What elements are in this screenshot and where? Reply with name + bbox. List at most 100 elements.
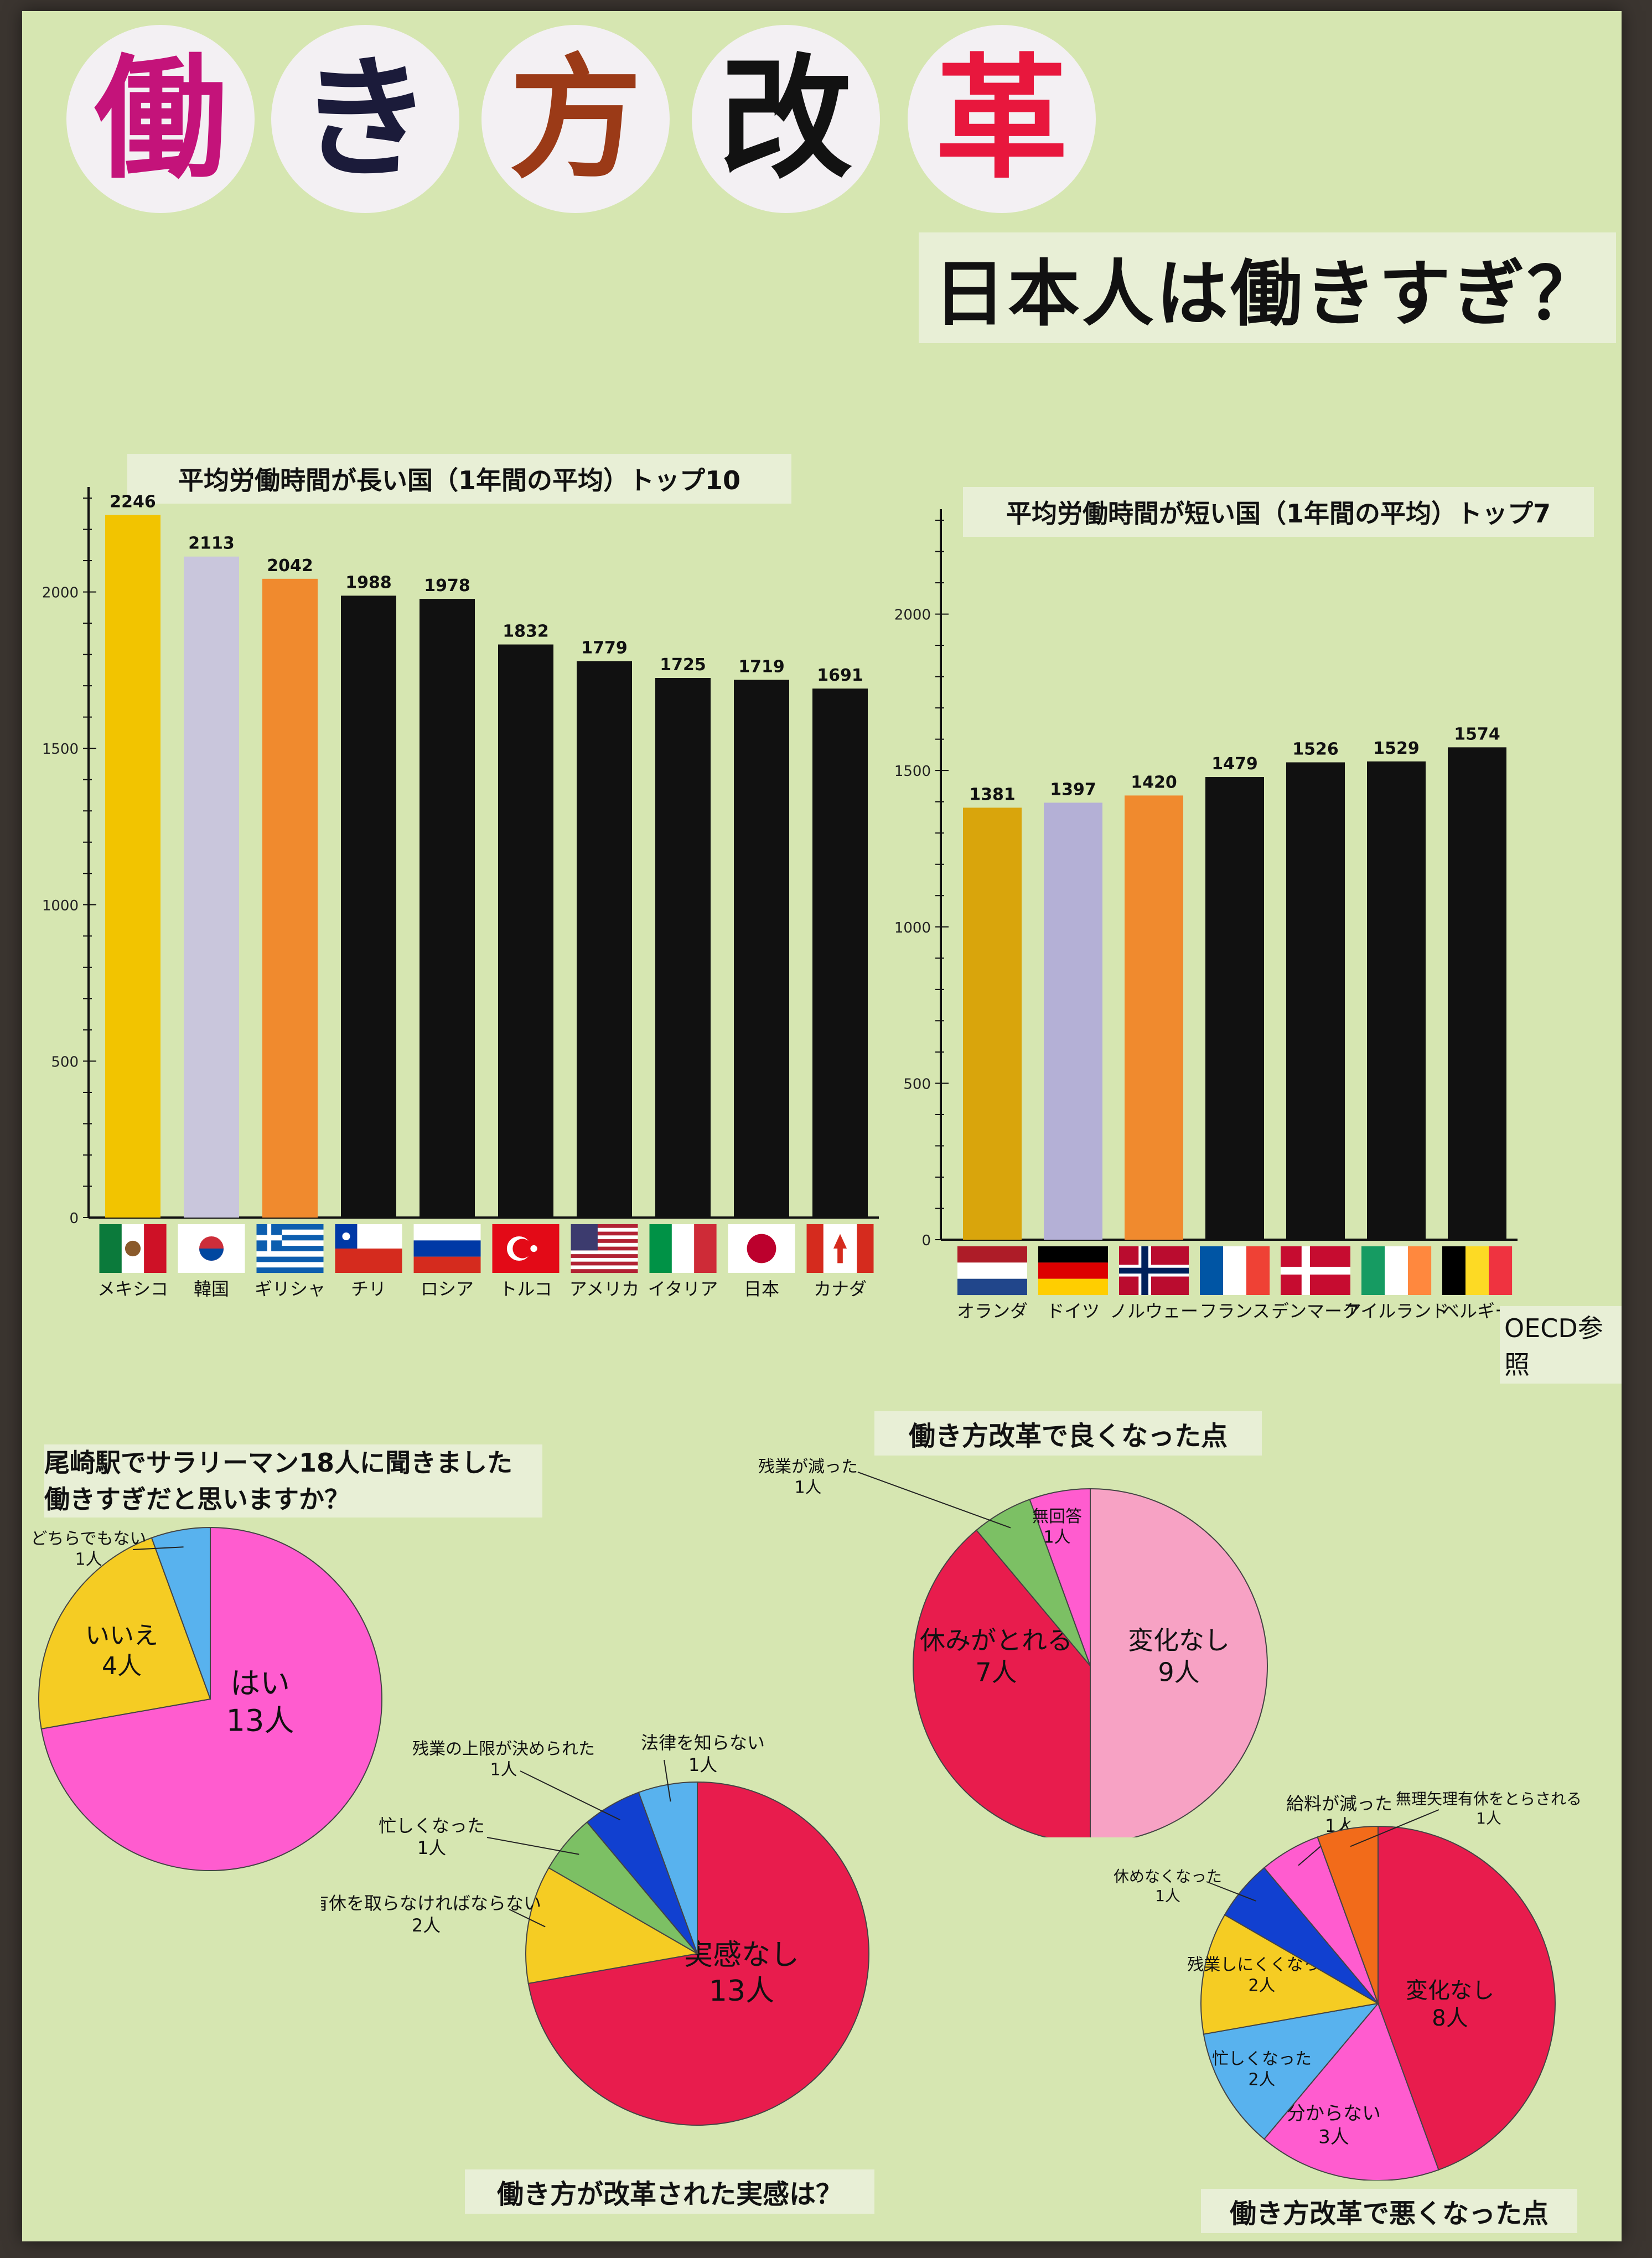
pie-slice — [40, 1526, 382, 1871]
pie2-title: 働き方が改革された実感は？ — [465, 2169, 874, 2214]
category-label: ノルウェー — [1110, 1301, 1198, 1322]
bar — [577, 661, 632, 1218]
bar — [184, 556, 239, 1218]
slice-label: 実感なし — [684, 1939, 799, 1972]
slice-label: どちらでもない — [30, 1529, 146, 1549]
slice-value-label: 9人 — [1158, 1658, 1199, 1687]
slice-value-label: 8人 — [1432, 2006, 1468, 2031]
korea-flag-icon — [178, 1224, 245, 1273]
bar — [498, 644, 553, 1218]
slice-label: 給料が減った — [1286, 1793, 1392, 1814]
title-char-1: 働 — [66, 25, 255, 213]
y-tick-label: 2000 — [42, 585, 79, 602]
slice-value-label: 1人 — [417, 1837, 446, 1858]
bar — [1125, 795, 1183, 1240]
denmark-flag-icon — [1281, 1246, 1350, 1295]
slice-label: 残業の上限が決められた — [412, 1739, 595, 1759]
bar-value-label: 1725 — [660, 655, 706, 675]
bar-value-label: 1988 — [345, 573, 392, 592]
slice-label: いいえ — [85, 1622, 158, 1650]
category-label: チリ — [351, 1278, 386, 1299]
bar-value-label: 1479 — [1211, 754, 1258, 774]
category-label: フランス — [1199, 1301, 1270, 1322]
category-label: イタリア — [648, 1278, 718, 1299]
bar-value-label: 1420 — [1131, 773, 1177, 792]
leader-line — [857, 1472, 1011, 1529]
category-label: ドイツ — [1047, 1301, 1100, 1322]
bar — [105, 515, 160, 1218]
slice-value-label: 2人 — [1248, 1976, 1275, 1996]
bar — [1367, 761, 1426, 1240]
pie-slice — [1203, 2002, 1380, 2140]
pie-slice — [525, 1867, 699, 1984]
title-char-2: き — [271, 25, 459, 213]
bar-value-label: 2113 — [188, 534, 235, 553]
slice-value-label: 1人 — [1155, 1887, 1180, 1905]
category-label: デンマーク — [1271, 1301, 1360, 1322]
bar-value-label: 2246 — [110, 493, 156, 512]
title-char-4: 改 — [692, 25, 880, 213]
pie-slice — [1317, 1825, 1379, 2004]
slice-value-label: 2人 — [412, 1915, 441, 1936]
pie-slice — [527, 1781, 869, 2126]
germany-flag-icon — [1038, 1246, 1108, 1296]
slice-value-label: 1人 — [1476, 1809, 1501, 1827]
netherlands-flag-icon — [957, 1246, 1027, 1296]
slice-label: 忙しくなった — [1212, 2049, 1312, 2069]
bar — [420, 599, 475, 1218]
bar-value-label: 1832 — [503, 622, 549, 641]
canada-flag-icon — [806, 1224, 874, 1273]
pie1-title: 尾崎駅でサラリーマン18人に聞きました 働きすぎだと思いますか？ — [44, 1444, 542, 1518]
pie-slice — [1377, 1825, 1556, 2171]
slice-label: 変化なし — [1128, 1625, 1230, 1655]
y-tick-label: 0 — [921, 1232, 931, 1249]
pie3-title: 働き方改革で良くなった点 — [874, 1411, 1262, 1456]
slice-value-label: 3人 — [1318, 2126, 1349, 2148]
bar-value-label: 1526 — [1292, 739, 1339, 759]
usa-flag-icon — [571, 1224, 638, 1273]
category-label: アイルランド — [1344, 1301, 1449, 1322]
slice-value-label: 1人 — [1043, 1528, 1070, 1547]
chart2-title: 平均労働時間が短い国（1年間の平均）トップ7 — [963, 487, 1594, 537]
bar-value-label: 1691 — [817, 666, 863, 685]
chart1-title: 平均労働時間が長い国（1年間の平均）トップ10 — [127, 454, 791, 504]
pie2-reform-feeling: 実感なし13人有休を取らなければならない2人忙しくなった1人残業の上限が決められ… — [321, 1732, 869, 2126]
bar — [262, 578, 318, 1218]
category-label: 日本 — [744, 1278, 779, 1299]
category-label: ギリシャ — [255, 1278, 325, 1299]
slice-label: 休めなくなった — [1114, 1867, 1222, 1886]
bar — [1448, 747, 1506, 1240]
slice-label: はい — [230, 1666, 290, 1701]
y-tick-label: 1000 — [894, 920, 931, 936]
leader-line — [1350, 1809, 1439, 1847]
slice-label: 変化なし — [1406, 1978, 1494, 2003]
slice-value-label: 1人 — [75, 1550, 102, 1570]
y-tick-label: 1000 — [42, 898, 79, 914]
category-label: オランダ — [957, 1301, 1028, 1322]
y-tick-label: 1500 — [894, 763, 931, 780]
y-tick-label: 500 — [903, 1076, 931, 1092]
title-char-5: 革 — [908, 25, 1096, 213]
slice-label: 無理矢理有休をとらされる — [1396, 1790, 1582, 1808]
slice-value-label: 13人 — [709, 1975, 774, 2008]
category-label: メキシコ — [97, 1278, 168, 1299]
pie-slice — [1090, 1488, 1268, 1837]
russia-flag-icon — [413, 1224, 481, 1273]
slice-label: 休みがとれる — [920, 1625, 1073, 1655]
ireland-flag-icon — [1361, 1246, 1432, 1295]
slice-value-label: 7人 — [975, 1658, 1017, 1687]
bar-value-label: 1529 — [1373, 739, 1420, 758]
chile-flag-icon — [335, 1224, 402, 1273]
poster: 働 き 方 改 革 日本人は働きすぎ？ 平均労働時間が長い国（1年間の平均）トッ… — [22, 11, 1622, 2241]
greece-flag-icon — [256, 1224, 324, 1273]
turkey-flag-icon — [492, 1224, 560, 1273]
category-label: アメリカ — [569, 1278, 639, 1299]
pie4-title: 働き方改革で悪くなった点 — [1201, 2189, 1577, 2233]
y-tick-label: 500 — [51, 1054, 79, 1070]
belgium-flag-icon — [1442, 1246, 1513, 1295]
mexico-flag-icon — [99, 1224, 167, 1273]
bar — [1205, 777, 1264, 1240]
italy-flag-icon — [649, 1224, 717, 1273]
bar — [734, 680, 789, 1218]
